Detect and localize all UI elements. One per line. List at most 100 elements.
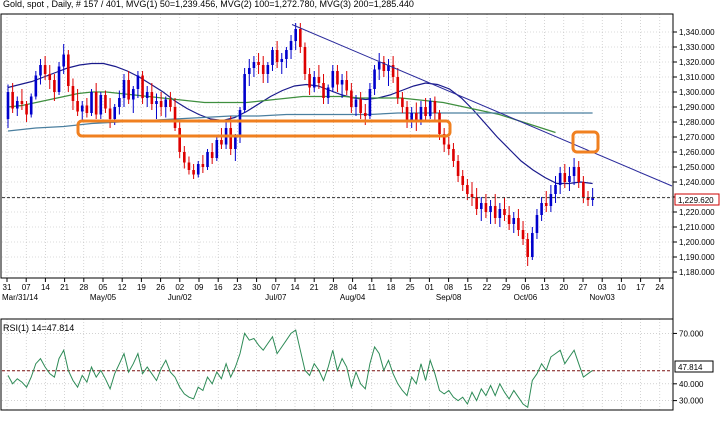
candle	[294, 23, 297, 50]
support-zone-box	[76, 119, 452, 138]
candle	[331, 65, 335, 92]
candle	[340, 74, 344, 98]
candle	[127, 71, 130, 104]
candle	[99, 92, 103, 119]
day-tick-label: 20	[559, 283, 568, 292]
day-tick-label: 09	[195, 283, 204, 292]
month-tick-label: Jun/02	[168, 293, 193, 302]
candle	[141, 71, 144, 104]
candle	[558, 167, 562, 194]
candle	[90, 89, 93, 116]
candle	[94, 83, 98, 119]
candle	[164, 96, 168, 118]
day-tick-label: 21	[60, 283, 69, 292]
candle	[456, 155, 460, 182]
day-tick-label: 28	[79, 283, 88, 292]
day-tick-label: 01	[425, 283, 434, 292]
day-tick-label: 30	[252, 283, 261, 292]
candle	[359, 92, 362, 119]
candle	[526, 233, 529, 266]
candle	[285, 47, 288, 68]
candle	[424, 98, 427, 122]
day-tick-label: 18	[387, 283, 396, 292]
candle	[67, 50, 70, 92]
day-tick-label: 24	[655, 283, 664, 292]
price-tick-label: 1,270.000	[679, 133, 715, 142]
candle	[252, 56, 256, 77]
candle	[489, 200, 492, 224]
candle	[484, 194, 488, 218]
candle	[183, 146, 186, 169]
candle	[108, 98, 112, 128]
candle	[452, 143, 455, 167]
moving-average-1	[7, 62, 593, 185]
candle	[461, 170, 465, 191]
candle	[350, 83, 353, 113]
month-tick-label: Nov/03	[590, 293, 616, 302]
rsi-value-box	[674, 360, 714, 373]
candle	[535, 209, 539, 239]
candle	[76, 89, 79, 116]
candle	[210, 143, 214, 164]
candle	[303, 42, 307, 80]
candle	[15, 96, 19, 116]
last-price-label: 1,229.620	[678, 196, 714, 205]
candle	[322, 74, 325, 104]
candle	[517, 209, 520, 236]
candle	[470, 182, 474, 206]
candle	[220, 128, 223, 149]
candle	[415, 102, 418, 131]
price-tick-label: 1,190.000	[679, 253, 715, 262]
candle	[206, 149, 209, 170]
candle	[6, 84, 10, 128]
day-tick-label: 14	[41, 283, 50, 292]
rsi-value-label: 47.814	[678, 363, 703, 372]
price-tick-label: 1,340.000	[679, 28, 715, 37]
candle	[493, 194, 497, 224]
candle	[572, 158, 576, 185]
rsi-line	[7, 329, 593, 409]
day-tick-label: 06	[521, 283, 530, 292]
candle	[373, 65, 376, 95]
candle	[345, 71, 349, 95]
day-tick-label: 31	[3, 283, 12, 292]
candle	[122, 74, 126, 107]
candle	[544, 191, 548, 212]
day-tick-label: 03	[598, 283, 607, 292]
day-tick-label: 04	[348, 283, 357, 292]
price-tick-label: 1,290.000	[679, 103, 715, 112]
price-tick-label: 1,320.000	[679, 58, 715, 67]
rsi-label: RSI(1) 14=47.814	[3, 323, 74, 333]
day-tick-label: 10	[617, 283, 626, 292]
candle	[336, 65, 339, 92]
candle	[475, 188, 478, 215]
day-tick-label: 28	[329, 283, 338, 292]
day-tick-label: 11	[368, 283, 377, 292]
day-tick-label: 05	[99, 283, 108, 292]
price-tick-label: 1,200.000	[679, 238, 715, 247]
price-tick-label: 1,330.000	[679, 43, 715, 52]
day-tick-label: 26	[156, 283, 165, 292]
candle	[466, 179, 469, 200]
candle	[507, 206, 511, 230]
candle	[131, 86, 135, 113]
candle	[136, 71, 140, 98]
trendline	[291, 24, 673, 187]
candle	[196, 161, 200, 178]
candle	[280, 53, 284, 74]
candle	[159, 92, 163, 116]
candle	[531, 227, 534, 260]
day-tick-label: 13	[540, 283, 549, 292]
candle	[80, 101, 84, 122]
candle	[586, 191, 590, 206]
candle	[57, 62, 61, 95]
candle	[554, 176, 557, 203]
price-tick-label: 1,280.000	[679, 118, 715, 127]
candle	[387, 59, 390, 86]
moving-average-2	[7, 91, 556, 134]
candle	[540, 197, 543, 221]
day-tick-label: 23	[233, 283, 242, 292]
rsi-tick-label: 30.000	[679, 397, 704, 406]
